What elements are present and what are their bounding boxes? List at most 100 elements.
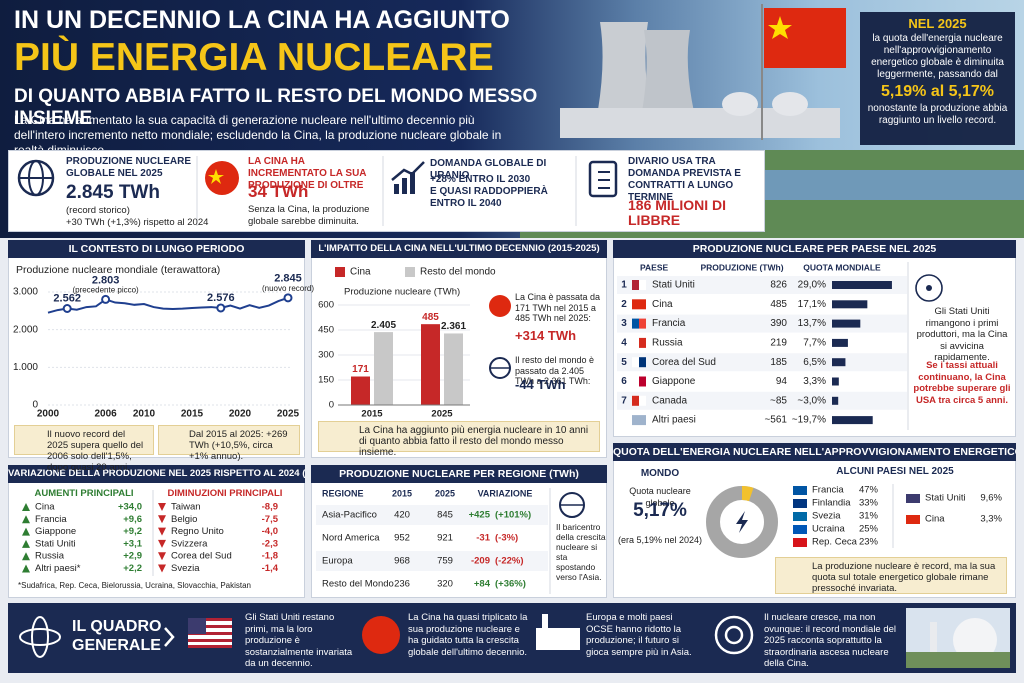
flag bbox=[632, 299, 639, 310]
factory-icon bbox=[536, 628, 580, 650]
rank: 6 bbox=[621, 376, 627, 387]
river bbox=[760, 170, 1024, 200]
x-tick-label: 2025 bbox=[277, 409, 300, 420]
row-stripe bbox=[617, 276, 907, 294]
table-cell: 320 bbox=[437, 579, 453, 590]
side-box-highlight: 5,19% al 5,17% bbox=[881, 83, 994, 100]
rank: 2 bbox=[621, 299, 627, 310]
chart-icon bbox=[402, 178, 407, 194]
flag bbox=[793, 538, 807, 547]
flag bbox=[632, 318, 639, 329]
china-flag-icon bbox=[362, 616, 400, 654]
table-cell: 236 bbox=[394, 579, 410, 590]
country-share: 31% bbox=[859, 511, 879, 522]
flag bbox=[639, 357, 646, 368]
side-note: Se i tassi attuali continuano, la Cina p… bbox=[913, 360, 1011, 406]
table-cell: 845 bbox=[437, 510, 453, 521]
panel-title: VARIAZIONE DELLA PRODUZIONE NEL 2025 RIS… bbox=[8, 465, 305, 483]
change: -7,5 bbox=[262, 514, 279, 525]
flag bbox=[906, 494, 920, 503]
table-cell: 420 bbox=[394, 510, 410, 521]
legend-swatch bbox=[335, 267, 345, 277]
flag bbox=[632, 395, 639, 406]
table-cell: 968 bbox=[394, 556, 410, 567]
country: Belgio bbox=[171, 514, 197, 525]
flag bbox=[906, 515, 920, 524]
change: +3,1 bbox=[123, 538, 142, 549]
bar bbox=[832, 338, 848, 347]
country: Finlandia bbox=[812, 498, 851, 509]
country: Svizzera bbox=[171, 538, 208, 549]
side-note-highlight: +314 TWh bbox=[515, 328, 577, 343]
trend-arrow bbox=[158, 552, 166, 561]
flag-star bbox=[768, 16, 792, 39]
trend-arrow bbox=[158, 539, 166, 548]
cooling-tower bbox=[642, 30, 694, 112]
point bbox=[62, 303, 72, 313]
table-cell: (+101%) bbox=[495, 510, 531, 521]
legend-label: Resto del mondo bbox=[420, 267, 496, 278]
country-share: 47% bbox=[859, 485, 879, 496]
x-tick-label: 2025 bbox=[431, 409, 453, 420]
data-label: 2.576 bbox=[207, 292, 235, 304]
flag bbox=[639, 415, 646, 426]
summary-item: La Cina ha quasi triplicato la sua produ… bbox=[408, 612, 528, 658]
column-header: PAESE bbox=[640, 262, 669, 272]
flag bbox=[632, 376, 639, 387]
data-label: 171 bbox=[352, 364, 369, 375]
change: +2,9 bbox=[123, 551, 142, 562]
country: Corea del Sud bbox=[652, 357, 716, 368]
country: Francia bbox=[35, 514, 67, 525]
country: Cina bbox=[925, 514, 945, 525]
summary-title: IL QUADRO GENERALE bbox=[72, 618, 162, 654]
x-tick-label: 2000 bbox=[37, 409, 60, 420]
us-flag-icon bbox=[188, 639, 232, 642]
china-flag-icon bbox=[489, 295, 511, 317]
annotation: Il nuovo record del 2025 supera quello d… bbox=[14, 425, 154, 473]
stat-value: 34 TWh bbox=[248, 182, 309, 201]
bar bbox=[832, 377, 839, 386]
country-share: 23% bbox=[859, 537, 879, 548]
flag bbox=[639, 376, 646, 387]
country-share: 33% bbox=[859, 498, 879, 509]
data-label: 485 bbox=[422, 312, 439, 323]
data-label: 6,5% bbox=[803, 357, 826, 368]
data-label: 2.405 bbox=[371, 320, 396, 331]
production: 219 bbox=[770, 338, 787, 349]
panel bbox=[8, 240, 305, 458]
donut-label: MONDO bbox=[640, 468, 680, 479]
stat-title: DIVARIO USA TRA DOMANDA PREVISTA E CONTR… bbox=[628, 156, 741, 203]
flag bbox=[639, 318, 646, 329]
china-flag-icon bbox=[205, 161, 239, 195]
side-note: Il baricentro della crescita nucleare si… bbox=[556, 522, 606, 582]
flag bbox=[793, 525, 807, 534]
side-note: Il resto del mondo è passato da 2.405 TW… bbox=[515, 355, 595, 386]
x-tick-label: 2006 bbox=[94, 409, 117, 420]
flag bbox=[639, 299, 646, 310]
panel bbox=[311, 465, 607, 598]
data-label: 13,7% bbox=[798, 318, 826, 329]
point bbox=[283, 293, 293, 303]
table-cell: 952 bbox=[394, 533, 410, 544]
country-share: 25% bbox=[859, 524, 879, 535]
production: 94 bbox=[776, 376, 788, 387]
country: Russia bbox=[35, 551, 65, 562]
side-note-highlight: -44 TWh bbox=[515, 377, 566, 392]
flag bbox=[632, 357, 639, 368]
country: Cina bbox=[35, 502, 55, 513]
country: Russia bbox=[652, 338, 683, 349]
panel-title: PRODUZIONE NUCLEARE PER PAESE NEL 2025 bbox=[613, 240, 1016, 258]
stat-title: PRODUZIONE NUCLEARE GLOBALE NEL 2025 bbox=[66, 156, 192, 179]
change: +9,2 bbox=[123, 526, 142, 537]
country: Altri paesi* bbox=[35, 563, 81, 574]
production: ~85 bbox=[770, 395, 787, 406]
country: Corea del Sud bbox=[171, 551, 232, 562]
reactor-dome bbox=[772, 92, 808, 116]
us-flag-icon bbox=[188, 618, 232, 621]
table-cell: (+36%) bbox=[495, 579, 526, 590]
legend-label: Cina bbox=[350, 267, 371, 278]
annotation: La produzione nucleare è record, ma la s… bbox=[775, 557, 1007, 594]
country: Regno Unito bbox=[171, 526, 224, 537]
production: 185 bbox=[770, 357, 787, 368]
trend-arrow bbox=[158, 564, 166, 573]
